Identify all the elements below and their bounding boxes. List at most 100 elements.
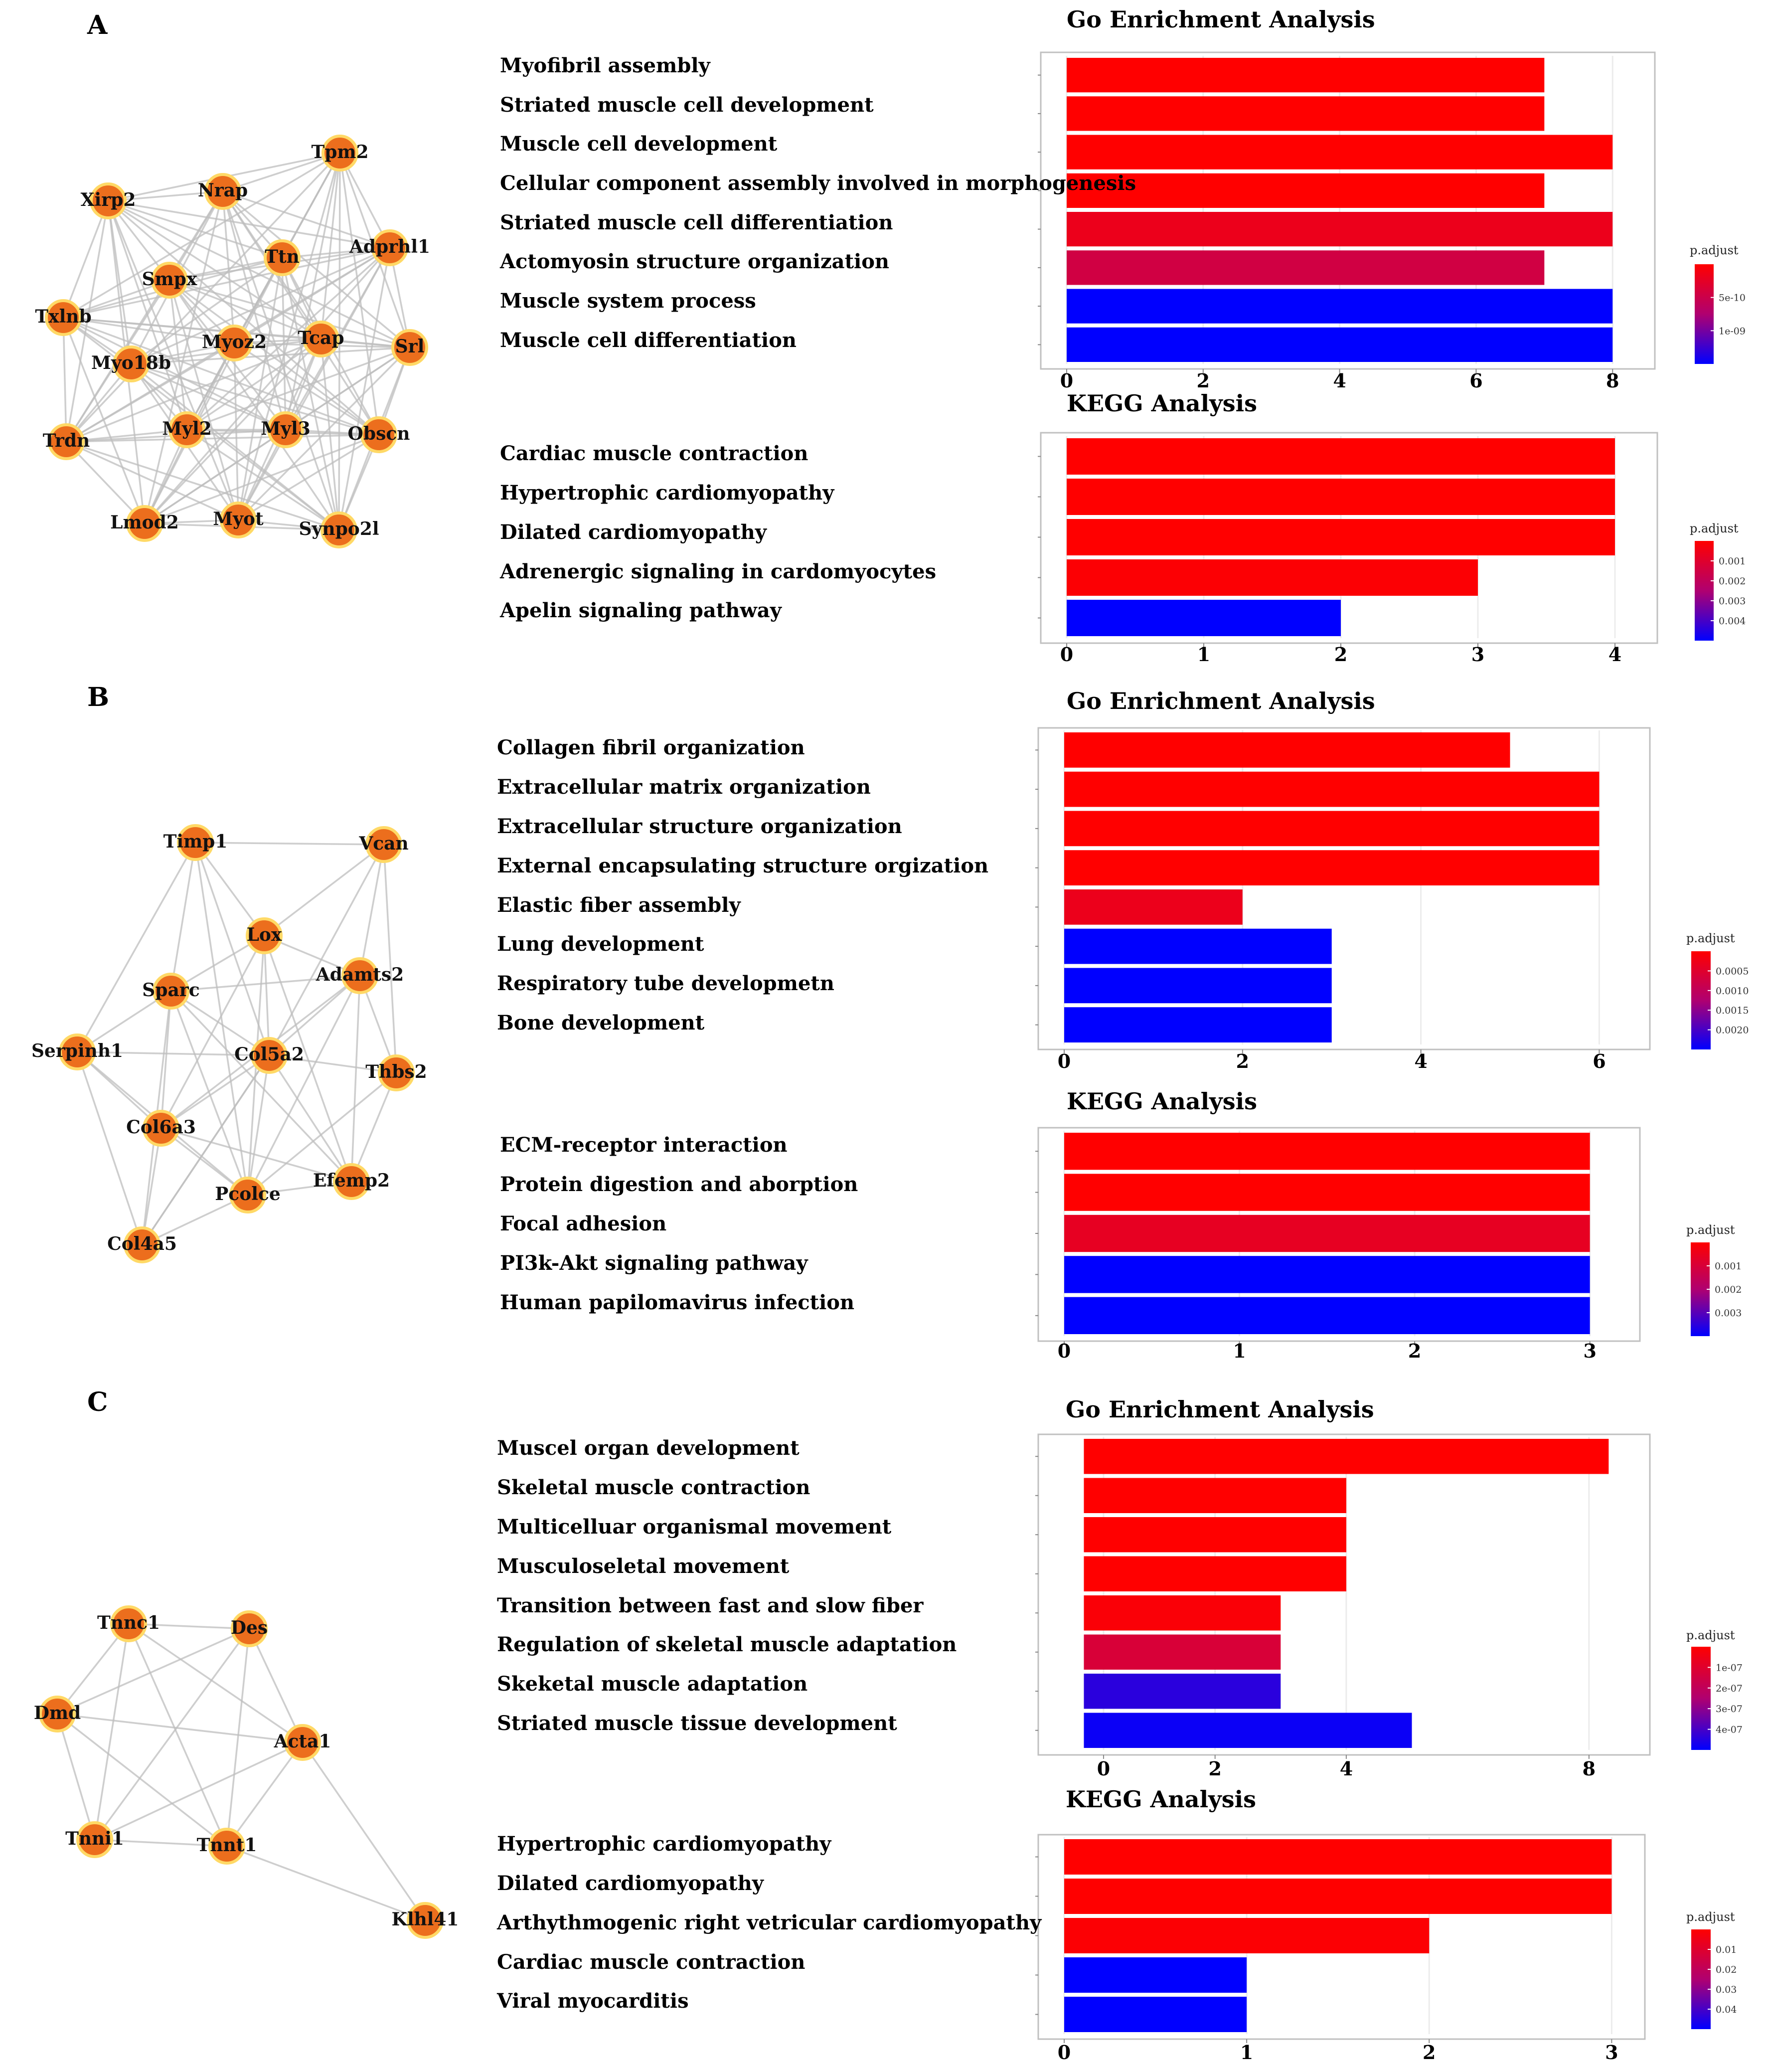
network-edge	[350, 975, 361, 1182]
network-edge	[222, 191, 380, 435]
bar	[1084, 1478, 1346, 1513]
bar	[1064, 968, 1332, 1004]
go-enrichment-chart: Go Enrichment Analysis Myofibril assembly…	[499, 6, 1746, 392]
bar	[1064, 732, 1510, 768]
x-tick-label: 4	[1340, 1757, 1353, 1780]
network-edge	[169, 279, 410, 348]
category-label: Hypertrophic cardiomyopathy	[497, 1832, 832, 1856]
legend-tick-label: 0.0005	[1716, 966, 1749, 977]
x-tick-label: 0	[1060, 643, 1073, 666]
network-node-label: Trdn	[43, 430, 90, 451]
panel-letter: C	[87, 1387, 108, 1417]
network-node-label: Col6a3	[126, 1117, 196, 1138]
network-labels: Tnnc1 Des Dmd Acta1 Tnni1 Tnnt1 Klhl41	[34, 1612, 459, 1930]
network-node-label: Col4a5	[107, 1233, 177, 1254]
network-edges	[56, 1623, 426, 1921]
legend-colorbar	[1691, 1929, 1711, 2029]
category-label: Extracellular matrix organization	[497, 775, 871, 799]
network-node-label: Lox	[247, 924, 282, 945]
legend-tick-label: 0.001	[1715, 1261, 1742, 1272]
network-edge	[383, 844, 397, 1073]
x-tick-labels: 0 2 4 6 8	[1060, 369, 1619, 392]
network-node-label: Xirp2	[81, 189, 136, 210]
network-node	[39, 1696, 76, 1732]
network-edge	[247, 1055, 270, 1196]
network-edge	[65, 441, 146, 524]
x-tick-label: 8	[1583, 1757, 1596, 1780]
legend-tick-label: 0.003	[1719, 596, 1746, 607]
category-labels: Myofibril assembly Striated muscle cell d…	[499, 54, 1136, 352]
network-edge	[56, 1713, 228, 1847]
network-edge	[108, 200, 283, 259]
bar	[1064, 889, 1243, 925]
network-node-label: Myoz2	[202, 332, 267, 352]
network-edge	[63, 279, 170, 319]
network-edge	[63, 247, 390, 319]
network-edge	[320, 153, 341, 340]
category-label: Viral myocarditis	[496, 1989, 689, 2013]
network-node-label: Vcan	[358, 833, 408, 854]
network-node	[59, 1034, 96, 1070]
network-edge	[170, 975, 360, 992]
x-tick-label: 4	[1608, 643, 1621, 666]
network-node-label: Serpinh1	[31, 1040, 123, 1061]
kegg-chart: KEGG Analysis Cardiac muscle contraction H…	[499, 390, 1746, 666]
network-node	[76, 1821, 113, 1858]
network-node-label: Col5a2	[234, 1044, 304, 1065]
x-tick-label: 8	[1606, 369, 1619, 392]
network-edge	[141, 1055, 270, 1245]
bars	[1035, 732, 1600, 1042]
x-tick-label: 2	[1334, 643, 1347, 666]
category-label: Skeletal muscle contraction	[497, 1476, 810, 1499]
x-tick-label: 0	[1058, 2041, 1071, 2064]
network-edge	[170, 990, 352, 1183]
legend-tick-label: 1e-07	[1716, 1662, 1743, 1673]
category-label: Muscle cell development	[500, 132, 778, 156]
network-edge	[57, 1628, 250, 1715]
network-node-label: Myl2	[162, 418, 212, 439]
network-edge	[66, 434, 379, 443]
bar	[1067, 479, 1615, 515]
network-node	[208, 1828, 245, 1865]
category-label: Lung development	[497, 932, 704, 956]
network-node-label: Txlnb	[35, 306, 91, 327]
network-edge	[186, 247, 391, 431]
network-node-label: Tcap	[298, 328, 344, 348]
bar	[1084, 1634, 1281, 1670]
x-tick-label: 1	[1197, 643, 1210, 666]
network-edge	[226, 1845, 426, 1921]
network-node-label: Synpo2l	[299, 518, 379, 539]
category-label: Striated muscle tissue development	[497, 1712, 897, 1735]
network-edge	[144, 434, 379, 524]
bar	[1067, 96, 1545, 131]
network-edge	[338, 247, 391, 530]
network-edge	[76, 1051, 143, 1245]
network-nodes	[45, 135, 428, 548]
bars	[1038, 58, 1613, 362]
network-node	[303, 321, 339, 357]
network-edge	[160, 991, 172, 1129]
network-node	[143, 1110, 179, 1147]
legend-tick-label: 0.0020	[1716, 1025, 1749, 1036]
color-legend: p.adjust 5e-10 1e-09	[1690, 243, 1746, 364]
network-node	[264, 239, 301, 276]
network-node-label: Tnnt1	[197, 1835, 257, 1856]
bar	[1067, 438, 1615, 475]
network-edge	[186, 429, 339, 531]
network-edge	[263, 844, 385, 937]
category-label: Muscle system process	[500, 289, 756, 313]
category-label: Muscle cell differentiation	[500, 329, 797, 352]
x-tick-label: 0	[1060, 369, 1073, 392]
legend-tick-label: 0.01	[1716, 1944, 1737, 1955]
network-edge	[94, 1623, 130, 1840]
network-node-label: Thbs2	[365, 1061, 427, 1082]
network-edge	[222, 190, 411, 348]
bar	[1067, 519, 1615, 555]
network-graph: Tnnc1 Des Dmd Acta1 Tnni1 Tnnt1 Klhl41	[34, 1605, 459, 1939]
network-node-label: Myl3	[261, 418, 311, 439]
network-edge	[160, 1054, 270, 1129]
bar	[1064, 850, 1600, 885]
legend-colorbar	[1691, 951, 1711, 1049]
legend-tick-label: 0.04	[1716, 2004, 1737, 2015]
x-tick-label: 4	[1333, 369, 1346, 392]
